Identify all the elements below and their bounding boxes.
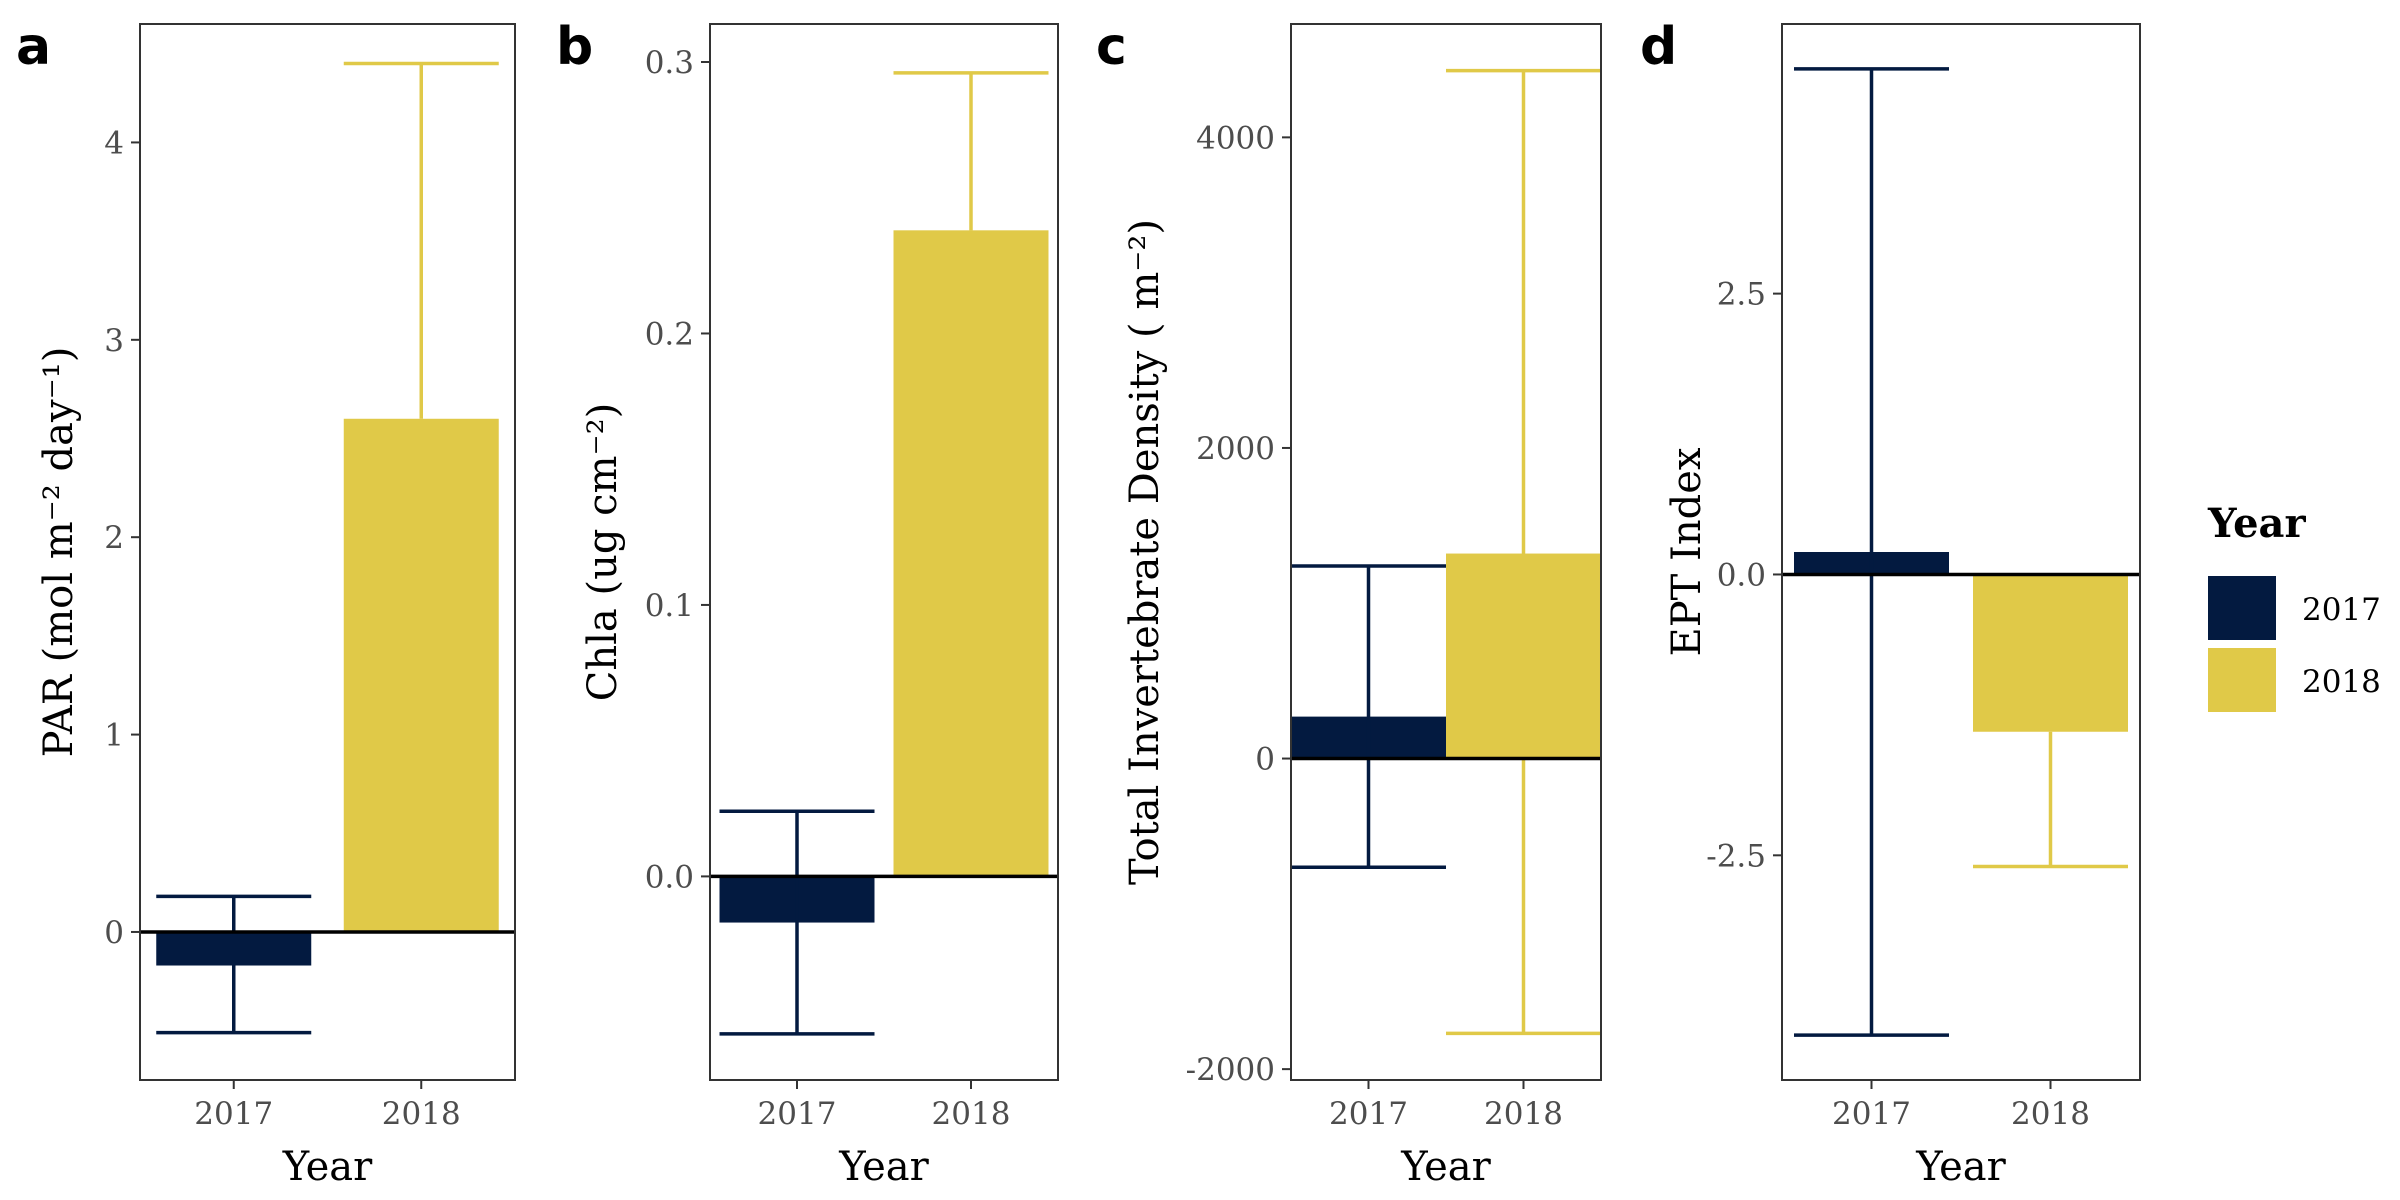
x-axis-title-a: Year (282, 1144, 373, 1190)
panel-letter-c: c (1096, 17, 1127, 77)
x-tick-label-b: 2018 (932, 1096, 1011, 1132)
y-tick-label-a: 2 (104, 520, 124, 556)
plot-area-c (1291, 24, 1601, 1080)
x-tick-label-a: 2017 (194, 1096, 273, 1132)
legend-label-2018: 2018 (2302, 664, 2381, 700)
x-tick-label-d: 2017 (1832, 1096, 1911, 1132)
bar-b-2018 (893, 230, 1049, 877)
panel-c: c -2000 0 2000 4000 2017 2018 Year Total Inverte… (1096, 17, 1602, 1190)
legend-swatch-2017 (2208, 576, 2276, 640)
x-axis-title-d: Year (1915, 1144, 2006, 1190)
x-tick-label-c: 2017 (1329, 1096, 1408, 1132)
y-tick-label-c: 4000 (1196, 120, 1275, 156)
error-bar-a-2018 (343, 61, 499, 419)
legend-title: Year (2207, 500, 2306, 547)
y-tick-label-a: 0 (104, 915, 124, 951)
y-tick-label-b: 0.2 (645, 316, 694, 352)
y-tick-label-d: -2.5 (1706, 838, 1766, 874)
bar-d-2018 (1973, 574, 2128, 732)
y-tick-label-a: 4 (104, 125, 124, 161)
legend-swatch-2018 (2208, 648, 2276, 712)
panel-letter-d: d (1640, 17, 1677, 77)
y-tick-label-b: 0.0 (645, 859, 694, 895)
plot-border-d (1781, 23, 2141, 1081)
panel-letter-b: b (556, 17, 593, 77)
panel-letter-a: a (16, 17, 51, 77)
error-bar-b-2017 (719, 809, 875, 1036)
x-tick-label-b: 2017 (758, 1096, 837, 1132)
legend: Year 2017 2018 (2207, 500, 2381, 712)
error-bar-d-2018 (1973, 731, 2128, 869)
plot-border-c (1290, 23, 1602, 1081)
y-tick-label-a: 1 (104, 718, 124, 754)
error-bar-a-2017 (156, 894, 312, 1035)
y-axis-title-c: Total Invertebrate Density ( m⁻²) (1122, 219, 1168, 885)
y-tick-label-c: 0 (1255, 742, 1275, 778)
error-bar-d-2017 (1794, 67, 1949, 1037)
y-tick-label-d: 0.0 (1717, 557, 1766, 593)
error-bar-b-2018 (893, 71, 1049, 231)
legend-label-2017: 2017 (2302, 592, 2381, 628)
x-tick-label-c: 2018 (1484, 1096, 1563, 1132)
x-tick-label-d: 2018 (2011, 1096, 2090, 1132)
x-axis-title-b: Year (838, 1144, 929, 1190)
error-bar-c-2017 (1291, 564, 1446, 869)
x-tick-label-a: 2018 (382, 1096, 461, 1132)
y-tick-label-c: 2000 (1196, 431, 1275, 467)
y-tick-label-b: 0.3 (645, 45, 694, 81)
y-tick-label-c: -2000 (1186, 1052, 1275, 1088)
bar-a-2018 (343, 418, 499, 932)
plot-border-a (139, 23, 516, 1081)
error-bar-c-2018 (1446, 68, 1601, 1036)
y-tick-label-a: 3 (104, 323, 124, 359)
y-axis-title-a: PAR (mol m⁻² day⁻¹) (36, 347, 82, 758)
y-tick-label-b: 0.1 (645, 588, 694, 624)
x-axis-title-c: Year (1400, 1144, 1491, 1190)
y-tick-label-d: 2.5 (1717, 277, 1766, 313)
plot-border-b (709, 23, 1059, 1081)
y-axis-title-b: Chla (ug cm⁻²) (580, 403, 626, 702)
y-axis-title-d: EPT Index (1664, 447, 1710, 656)
